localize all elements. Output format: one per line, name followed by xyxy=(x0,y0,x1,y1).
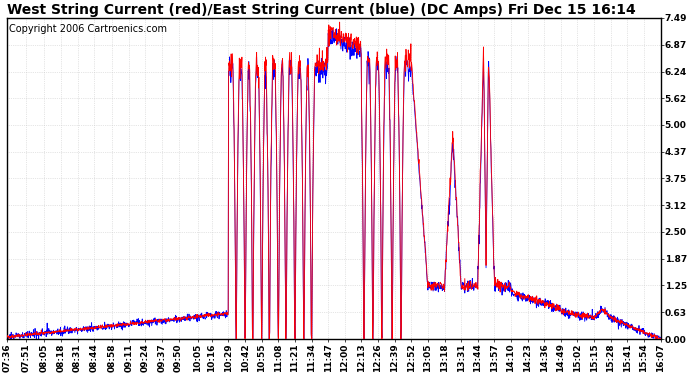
Text: West String Current (red)/East String Current (blue) (DC Amps) Fri Dec 15 16:14: West String Current (red)/East String Cu… xyxy=(8,3,636,17)
Text: Copyright 2006 Cartroenics.com: Copyright 2006 Cartroenics.com xyxy=(8,24,166,34)
